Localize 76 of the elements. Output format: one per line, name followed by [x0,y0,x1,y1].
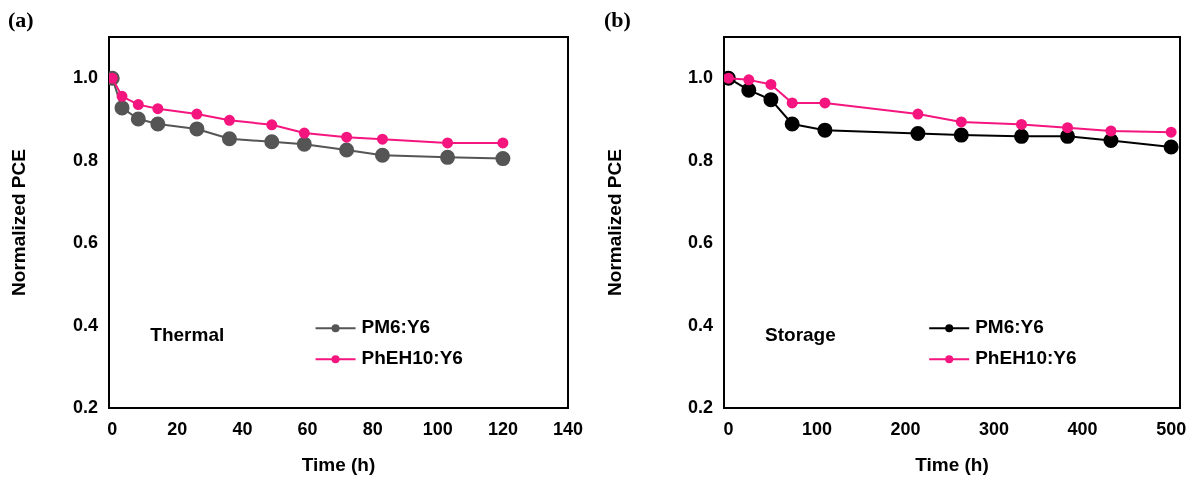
point [953,127,969,143]
legend-label: PhEH10:Y6 [361,347,463,369]
legend-label: PM6:Y6 [975,316,1044,338]
x-tick-label: 0 [723,418,734,439]
x-axis-title: Time (h) [915,453,989,475]
point [189,121,205,137]
point [786,97,798,109]
x-tick-label: 40 [232,418,253,439]
point [223,114,235,126]
point [784,116,800,132]
x-tick-label: 80 [362,418,383,439]
point [495,151,511,167]
point [765,78,777,90]
x-tick-label: 500 [1156,418,1187,439]
point [1016,118,1028,130]
y-tick-label: 0.6 [72,232,98,253]
y-axis-title: Normalized PCE [7,149,29,296]
point [440,149,456,165]
point [1163,139,1179,155]
x-tick-label: 140 [552,418,584,439]
x-tick-label: 20 [167,418,188,439]
x-tick-label: 200 [890,418,921,439]
point [1014,128,1030,144]
point [116,90,128,102]
point [339,142,355,158]
y-tick-label: 0.2 [687,396,713,417]
x-tick-label: 0 [107,418,118,439]
point [341,131,353,143]
x-tick-label: 120 [487,418,518,439]
y-tick-label: 0.2 [72,396,98,417]
point [266,119,278,131]
point [1165,126,1177,138]
point [298,127,310,139]
point [130,111,146,127]
y-tick-label: 0.6 [687,232,713,253]
point [741,82,757,98]
y-tick-label: 1.0 [687,67,713,88]
y-tick-label: 0.8 [72,149,98,170]
x-tick-label: 60 [297,418,318,439]
y-tick-label: 0.4 [687,314,713,335]
point [743,74,755,86]
point [910,125,926,141]
chart-title: (b) [604,6,631,32]
point [376,133,388,145]
x-tick-label: 100 [801,418,832,439]
y-axis-title: Normalized PCE [603,149,625,296]
point [817,122,833,138]
point [442,137,454,149]
point [296,136,312,152]
x-tick-label: 300 [979,418,1010,439]
point [955,116,967,128]
x-axis-title: Time (h) [301,453,376,475]
annotation: Thermal [150,323,225,345]
y-tick-label: 0.8 [687,149,713,170]
point [152,103,164,115]
x-tick-label: 400 [1067,418,1098,439]
y-tick-label: 0.4 [72,314,98,335]
point [497,137,509,149]
x-tick-label: 100 [422,418,453,439]
chart-title: (a) [8,6,34,32]
point [763,92,779,108]
point [150,116,166,132]
point [1062,122,1074,134]
y-tick-label: 1.0 [72,67,98,88]
point [221,131,237,147]
point [132,99,144,111]
legend-label: PM6:Y6 [361,316,431,338]
point [264,134,280,150]
point [912,108,924,120]
legend-label: PhEH10:Y6 [975,347,1077,369]
point [114,100,130,116]
point [191,108,203,120]
annotation: Storage [765,323,836,345]
point [819,97,831,109]
point [1105,125,1117,137]
point [374,147,390,163]
